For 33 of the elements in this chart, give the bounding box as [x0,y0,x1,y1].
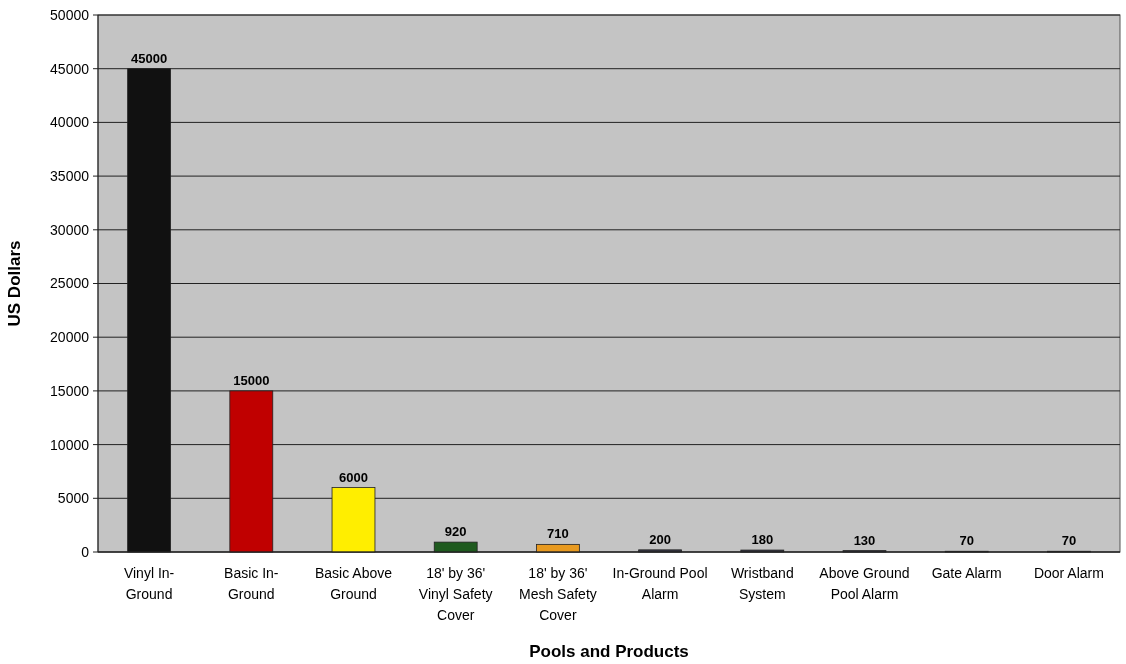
x-tick-label: 18' by 36' Vinyl Safety Cover [418,565,493,623]
x-tick-label: Basic In-Ground [224,565,279,602]
y-tick-label: 30000 [50,221,90,238]
x-tick-label: Above Ground Pool Alarm [819,565,910,602]
data-label: 70 [959,533,974,549]
y-tick-label: 10000 [50,436,90,453]
data-label: 15000 [233,372,270,388]
x-tick-label: Wristband System [730,565,794,602]
data-label: 710 [547,526,569,542]
y-tick-label: 40000 [50,114,90,131]
data-label: 200 [649,531,671,547]
y-tick-label: 5000 [57,490,90,507]
x-tick-label: Basic Above Ground [314,565,393,602]
y-tick-label: 0 [81,543,90,560]
data-label: 130 [853,532,876,548]
y-tick-label: 25000 [50,275,90,292]
y-tick-label: 35000 [50,168,90,184]
x-tick-label: In-Ground Pool Alarm [612,565,708,602]
data-label: 180 [751,532,774,548]
data-label: 70 [1061,533,1077,549]
x-tick-label: 18' by 36' Mesh Safety Cover [518,565,597,623]
data-label: 45000 [131,50,168,66]
y-axis-title: US Dollars [5,240,24,327]
y-tick-label: 15000 [50,382,90,399]
y-tick-label: 20000 [50,329,90,346]
x-axis-title: Pools and Products [529,642,689,661]
y-tick-label: 50000 [50,6,90,23]
data-label: 6000 [339,469,368,485]
data-label: 920 [444,524,467,540]
x-tick-label: Door Alarm [1033,565,1104,581]
x-tick-label: Gate Alarm [931,565,1002,581]
x-tick-label: Vinyl In-Ground [123,565,175,602]
y-tick-label: 45000 [50,60,90,77]
